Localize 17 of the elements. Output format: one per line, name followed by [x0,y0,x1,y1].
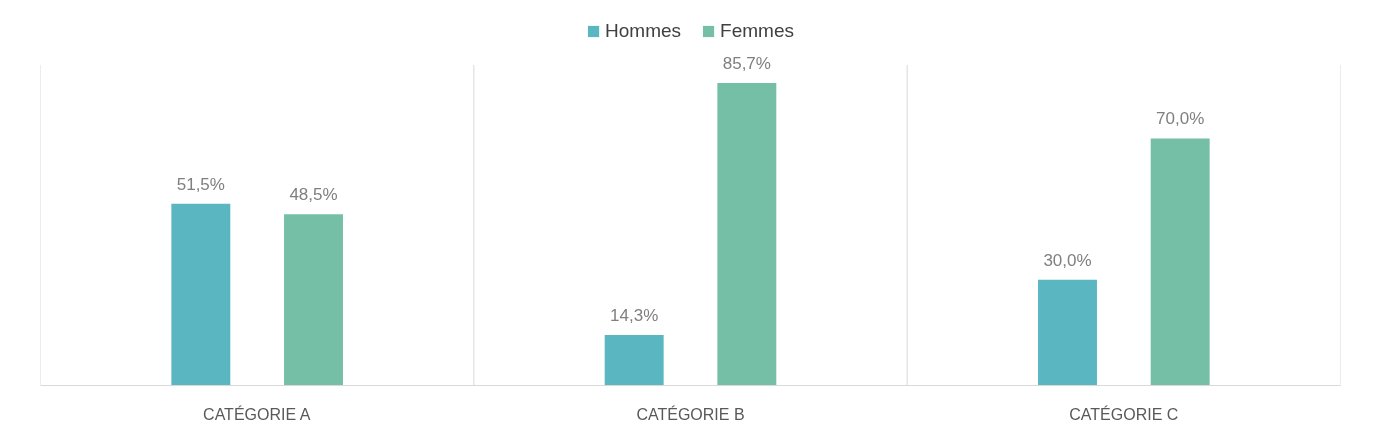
bar [171,203,231,386]
legend-label: Femmes [720,20,794,42]
x-tick-label: CATÉGORIE A [203,404,311,423]
bar [1038,279,1097,386]
bar [1150,138,1210,386]
legend-label: Hommes [605,20,682,42]
data-label: 30,0% [1043,250,1092,270]
bar [604,335,664,386]
data-label: 51,5% [176,174,225,194]
data-label: 14,3% [610,306,659,326]
bar [284,214,343,386]
data-label: 48,5% [289,185,338,205]
bar [717,83,777,386]
x-tick-label: CATÉGORIE C [1069,404,1179,423]
x-tick-label: CATÉGORIE B [636,404,745,423]
data-label: 70,0% [1156,109,1205,129]
data-label: 85,7% [722,54,771,74]
